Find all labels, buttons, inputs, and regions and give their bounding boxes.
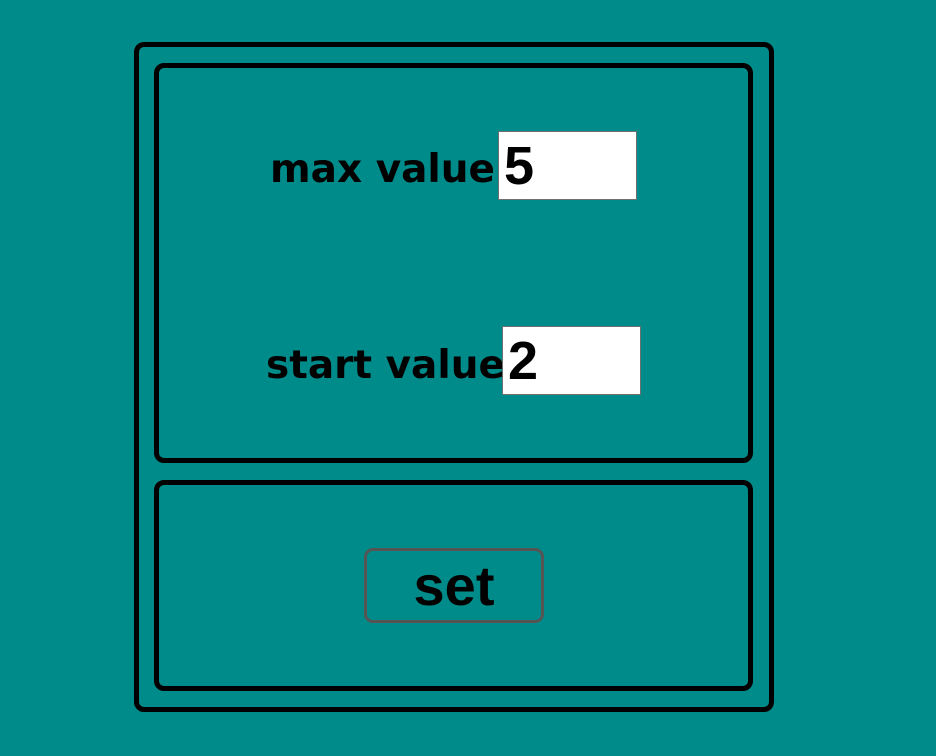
start-value-input[interactable]	[502, 326, 641, 395]
start-value-label: start value:	[266, 343, 521, 388]
max-value-label: max value:	[270, 147, 511, 192]
max-value-input[interactable]	[498, 131, 637, 200]
value-settings-section	[154, 63, 753, 463]
set-button[interactable]: set	[364, 548, 544, 623]
action-section	[154, 480, 753, 691]
counter-settings-panel	[134, 42, 774, 712]
